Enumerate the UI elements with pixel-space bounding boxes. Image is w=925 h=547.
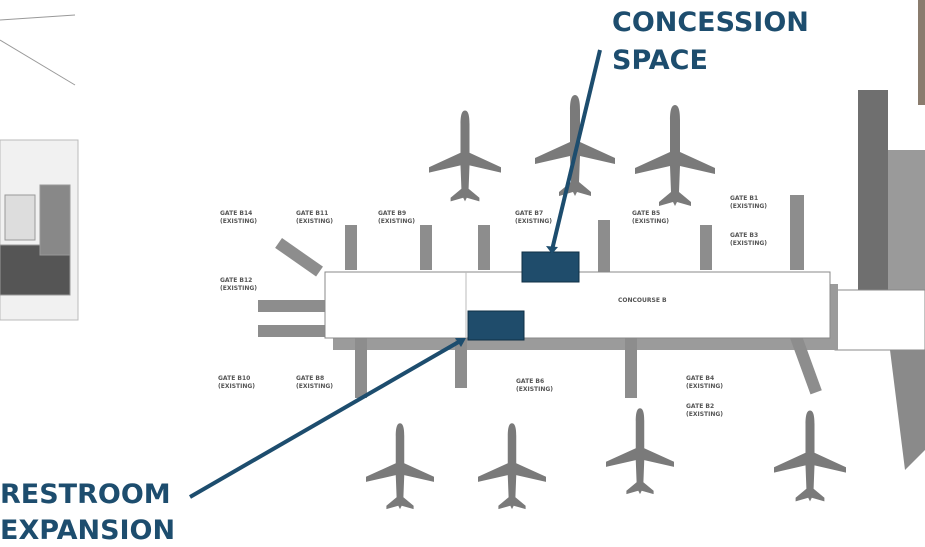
gate-status: (EXISTING) [220,218,257,225]
restroom-expansion [468,311,524,340]
gate-status: (EXISTING) [686,411,723,418]
gate-status: (EXISTING) [218,383,255,390]
right-photo [918,0,925,105]
callout-text: SPACE [612,45,708,76]
gate-name: GATE B2 [686,403,714,410]
gate-status: (EXISTING) [632,218,669,225]
terminal [835,90,925,470]
gate-name: GATE B8 [296,375,324,382]
gate-name: GATE B1 [730,195,758,202]
gate-name: GATE B4 [686,375,714,382]
gate-status: (EXISTING) [730,240,767,247]
page: GATE B14(EXISTING)GATE B11(EXISTING)GATE… [0,0,925,547]
gate-name: GATE B11 [296,210,328,217]
gate-name: GATE B9 [378,210,406,217]
gate-status: (EXISTING) [296,218,333,225]
callout-text: EXPANSION [0,515,175,546]
gate-status: (EXISTING) [296,383,333,390]
callout-text: RESTROOM [0,479,171,510]
gate-status: (EXISTING) [378,218,415,225]
left-rendering [0,15,78,320]
gate-name: GATE B6 [516,378,544,385]
gate-status: (EXISTING) [686,383,723,390]
gate-name: GATE B5 [632,210,660,217]
site-plan: GATE B14(EXISTING)GATE B11(EXISTING)GATE… [0,0,925,547]
concourse-label: CONCOURSE B [618,297,667,304]
gate-status: (EXISTING) [730,203,767,210]
callout-text: CONCESSION [612,7,809,38]
gate-name: GATE B3 [730,232,758,239]
concession-space [522,252,579,282]
gate-name: GATE B12 [220,277,252,284]
gate-name: GATE B14 [220,210,252,217]
gate-name: GATE B10 [218,375,250,382]
gate-status: (EXISTING) [220,285,257,292]
gate-status: (EXISTING) [515,218,552,225]
gate-status: (EXISTING) [516,386,553,393]
gate-name: GATE B7 [515,210,543,217]
